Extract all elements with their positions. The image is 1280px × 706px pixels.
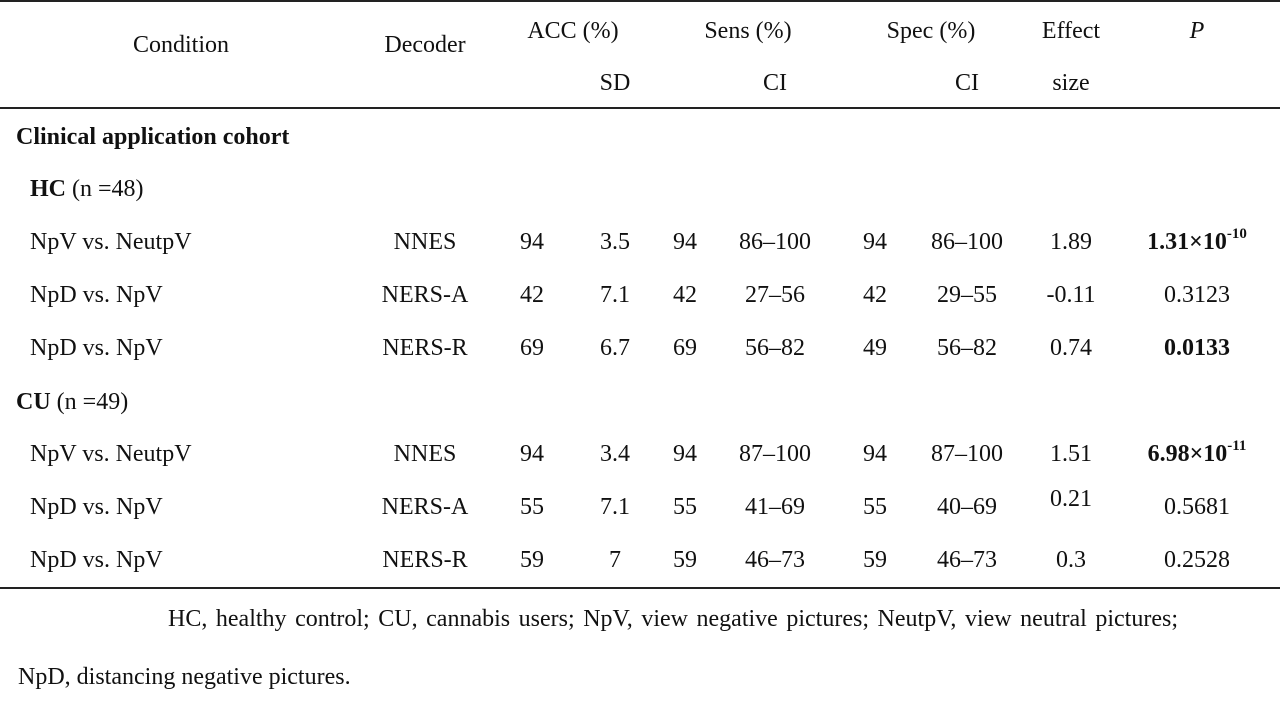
cell-p: 6.98×10-11: [1147, 438, 1247, 468]
cell-spec: 94: [863, 441, 887, 467]
cell-sens: 59: [673, 547, 697, 573]
cell-spec-ci: 86–100: [931, 229, 1003, 255]
cell-condition: NpD vs. NpV: [30, 282, 163, 308]
header-p: P: [1189, 18, 1205, 44]
header-effect-size: size: [1052, 70, 1090, 96]
cell-sens-ci: 87–100: [739, 441, 811, 467]
cell-decoder: NERS-A: [381, 282, 469, 308]
header-effect: Effect: [1041, 18, 1101, 44]
cell-effect: -0.11: [1046, 282, 1096, 308]
table-row: NpD vs. NpV NERS-R 69 6.7 69 56–82 49 56…: [0, 334, 1280, 362]
table-bottom-rule: [0, 587, 1280, 589]
cell-effect: 1.89: [1050, 229, 1092, 255]
table-row: NpD vs. NpV NERS-A 42 7.1 42 27–56 42 29…: [0, 281, 1280, 309]
cell-acc: 55: [520, 494, 544, 520]
cell-spec-ci: 46–73: [937, 547, 997, 573]
table-row: NpV vs. NeutpV NNES 94 3.4 94 87–100 94 …: [0, 438, 1280, 468]
cell-effect: 0.3: [1056, 547, 1086, 573]
cell-sd: 7: [609, 547, 621, 573]
header-sens-ci: CI: [763, 70, 787, 96]
header-acc: ACC (%): [527, 18, 619, 44]
cell-sens: 69: [673, 335, 697, 361]
cell-effect: 0.74: [1050, 335, 1092, 361]
cell-sens-ci: 27–56: [745, 282, 805, 308]
cell-p: 0.0133: [1164, 335, 1230, 361]
cell-spec-ci: 56–82: [937, 335, 997, 361]
cell-sens-ci: 41–69: [745, 494, 805, 520]
cell-sens: 94: [673, 229, 697, 255]
cell-decoder: NERS-R: [382, 335, 468, 361]
cell-acc: 94: [520, 441, 544, 467]
cell-spec: 42: [863, 282, 887, 308]
cell-sd: 6.7: [600, 335, 630, 361]
cell-spec: 49: [863, 335, 887, 361]
group-label-cu: CU (n =49): [16, 389, 129, 415]
cell-condition: NpD vs. NpV: [30, 547, 163, 573]
cell-condition: NpD vs. NpV: [30, 494, 163, 520]
cell-effect: 0.21: [1050, 486, 1092, 512]
cell-spec-ci: 40–69: [937, 494, 997, 520]
cell-spec: 59: [863, 547, 887, 573]
cell-sens-ci: 46–73: [745, 547, 805, 573]
cell-spec-ci: 29–55: [937, 282, 997, 308]
cell-condition: NpD vs. NpV: [30, 335, 163, 361]
cell-sens: 94: [673, 441, 697, 467]
header-sens: Sens (%): [704, 18, 792, 44]
cell-acc: 42: [520, 282, 544, 308]
cell-decoder: NERS-R: [382, 547, 468, 573]
cell-spec: 94: [863, 229, 887, 255]
cell-sens: 55: [673, 494, 697, 520]
cell-decoder: NERS-A: [381, 494, 469, 520]
header-spec: Spec (%): [886, 18, 976, 44]
cell-decoder: NNES: [393, 229, 457, 255]
section-title: Clinical application cohort: [16, 124, 290, 150]
cell-sd: 7.1: [600, 282, 630, 308]
cell-acc: 94: [520, 229, 544, 255]
header-rule: [0, 107, 1280, 109]
cell-sd: 7.1: [600, 494, 630, 520]
cell-sens: 42: [673, 282, 697, 308]
table-row: NpV vs. NeutpV NNES 94 3.5 94 86–100 94 …: [0, 226, 1280, 256]
cell-p: 0.5681: [1164, 494, 1230, 520]
cell-acc: 69: [520, 335, 544, 361]
cell-sens-ci: 56–82: [745, 335, 805, 361]
header-decoder: Decoder: [384, 32, 466, 58]
cell-spec-ci: 87–100: [931, 441, 1003, 467]
cell-condition: NpV vs. NeutpV: [30, 441, 192, 467]
header-spec-ci: CI: [955, 70, 979, 96]
table-top-rule: [0, 0, 1280, 2]
cell-condition: NpV vs. NeutpV: [30, 229, 192, 255]
table-row: NpD vs. NpV NERS-R 59 7 59 46–73 59 46–7…: [0, 546, 1280, 574]
cell-sens-ci: 86–100: [739, 229, 811, 255]
cell-p: 1.31×10-10: [1147, 226, 1247, 256]
cell-p: 0.2528: [1164, 547, 1230, 573]
group-label-hc: HC (n =48): [30, 176, 144, 202]
cell-decoder: NNES: [393, 441, 457, 467]
cell-effect: 1.51: [1050, 441, 1092, 467]
table-row: NpD vs. NpV NERS-A 55 7.1 55 41–69 55 40…: [0, 486, 1280, 521]
header-sd: SD: [599, 70, 631, 96]
cell-sd: 3.5: [600, 229, 630, 255]
cell-acc: 59: [520, 547, 544, 573]
cell-spec: 55: [863, 494, 887, 520]
table-footnote: HC, healthy control; CU, cannabis users;…: [18, 606, 1178, 690]
cell-p: 0.3123: [1164, 282, 1230, 308]
cell-sd: 3.4: [600, 441, 630, 467]
header-condition: Condition: [132, 32, 230, 58]
